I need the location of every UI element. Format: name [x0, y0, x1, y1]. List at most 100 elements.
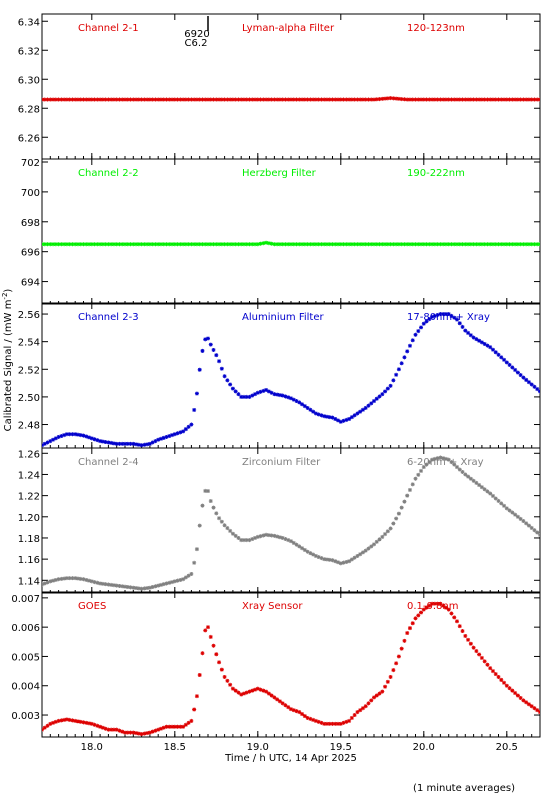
data-point-ch24	[156, 583, 161, 588]
data-point-goes	[150, 729, 155, 734]
data-point-ch23	[200, 348, 205, 353]
data-point-ch22	[277, 242, 282, 247]
data-point-ch23	[471, 335, 476, 340]
data-point-ch21	[360, 97, 365, 102]
data-point-ch21	[78, 97, 83, 102]
data-point-ch23	[363, 405, 368, 410]
data-point-ch22	[280, 242, 285, 247]
data-point-ch22	[84, 242, 89, 247]
data-point-goes	[355, 710, 360, 715]
data-point-goes	[56, 718, 61, 723]
data-point-ch23	[84, 434, 89, 439]
data-point-ch24	[53, 577, 58, 582]
data-point-ch21	[158, 97, 163, 102]
data-point-goes	[89, 721, 94, 726]
data-point-ch23	[100, 439, 105, 444]
data-point-ch22	[264, 240, 269, 245]
data-point-ch21	[341, 97, 346, 102]
data-point-goes	[538, 710, 540, 715]
data-point-ch22	[385, 242, 390, 247]
data-point-ch24	[466, 474, 471, 479]
data-point-goes	[471, 645, 476, 650]
data-point-goes	[233, 688, 238, 693]
data-point-ch21	[247, 97, 252, 102]
panels: 6.26 6.28 6.30 6.32 6.34 Channel 2-1 Lyman-alp…	[11, 13, 541, 753]
data-point-ch22	[510, 242, 515, 247]
data-point-ch22	[499, 242, 504, 247]
data-point-ch21	[474, 97, 479, 102]
data-point-ch23	[305, 405, 310, 410]
y-tick-label-ch22: 694	[21, 278, 40, 289]
data-point-ch23	[264, 388, 269, 392]
data-point-ch21	[197, 97, 202, 102]
data-point-ch21	[311, 97, 316, 102]
data-point-ch24	[280, 535, 285, 540]
data-point-ch23	[211, 347, 216, 352]
data-point-ch21	[435, 97, 440, 102]
data-point-ch21	[366, 97, 371, 102]
data-point-ch24	[446, 457, 451, 462]
data-point-ch23	[123, 441, 127, 446]
y-tick-label-goes: 0.005	[11, 652, 40, 663]
data-point-ch22	[147, 242, 152, 247]
data-point-ch22	[302, 242, 307, 247]
data-point-ch23	[48, 439, 53, 444]
data-point-ch22	[75, 242, 80, 247]
data-point-ch23	[283, 394, 288, 399]
data-point-goes	[358, 708, 363, 713]
data-point-ch23	[380, 392, 385, 397]
data-point-ch24	[117, 583, 122, 588]
data-point-ch21	[394, 96, 399, 101]
data-point-ch23	[164, 434, 169, 439]
data-point-goes	[394, 661, 399, 666]
data-point-goes	[230, 686, 235, 691]
data-point-goes	[457, 624, 462, 629]
data-point-ch23	[291, 397, 296, 402]
data-point-ch22	[291, 242, 296, 247]
data-point-goes	[499, 677, 504, 682]
data-point-ch24	[134, 586, 139, 591]
data-point-ch24	[316, 555, 321, 560]
data-point-goes	[78, 719, 83, 724]
data-point-ch24	[255, 534, 260, 539]
data-point-ch24	[283, 537, 288, 542]
data-point-ch21	[241, 97, 246, 102]
data-point-ch21	[120, 97, 125, 102]
data-point-goes	[48, 721, 53, 726]
data-point-goes	[269, 693, 274, 698]
data-point-ch23	[219, 366, 224, 371]
data-point-ch23	[366, 403, 371, 408]
data-point-ch23	[170, 433, 175, 438]
data-point-ch22	[250, 242, 255, 247]
data-point-ch24	[45, 580, 50, 585]
data-point-ch22	[175, 242, 180, 247]
data-point-ch24	[333, 559, 338, 564]
data-point-ch21	[391, 96, 396, 101]
data-point-goes	[62, 717, 67, 722]
data-point-ch22	[125, 242, 130, 247]
data-point-ch24	[150, 585, 155, 590]
data-point-goes	[197, 672, 202, 677]
data-point-goes	[225, 678, 230, 683]
data-point-ch21	[51, 97, 56, 102]
data-point-ch22	[297, 242, 302, 247]
data-point-ch21	[344, 97, 349, 102]
data-point-ch23	[239, 394, 244, 399]
data-point-ch22	[64, 242, 69, 247]
data-point-ch21	[53, 97, 58, 102]
data-point-ch22	[391, 242, 396, 247]
data-point-ch21	[502, 97, 507, 102]
data-point-ch24	[463, 472, 468, 477]
data-point-ch24	[421, 465, 426, 470]
data-point-ch22	[474, 242, 479, 247]
data-point-ch24	[214, 511, 219, 516]
y-tick-label-goes: 0.003	[11, 711, 40, 722]
data-point-ch24	[142, 586, 147, 591]
data-point-ch21	[313, 97, 318, 102]
data-point-ch22	[206, 242, 210, 247]
data-point-ch24	[496, 498, 501, 503]
data-point-ch23	[51, 437, 56, 442]
data-point-goes	[482, 659, 487, 664]
data-point-ch21	[496, 97, 501, 102]
data-point-ch23	[75, 432, 80, 437]
